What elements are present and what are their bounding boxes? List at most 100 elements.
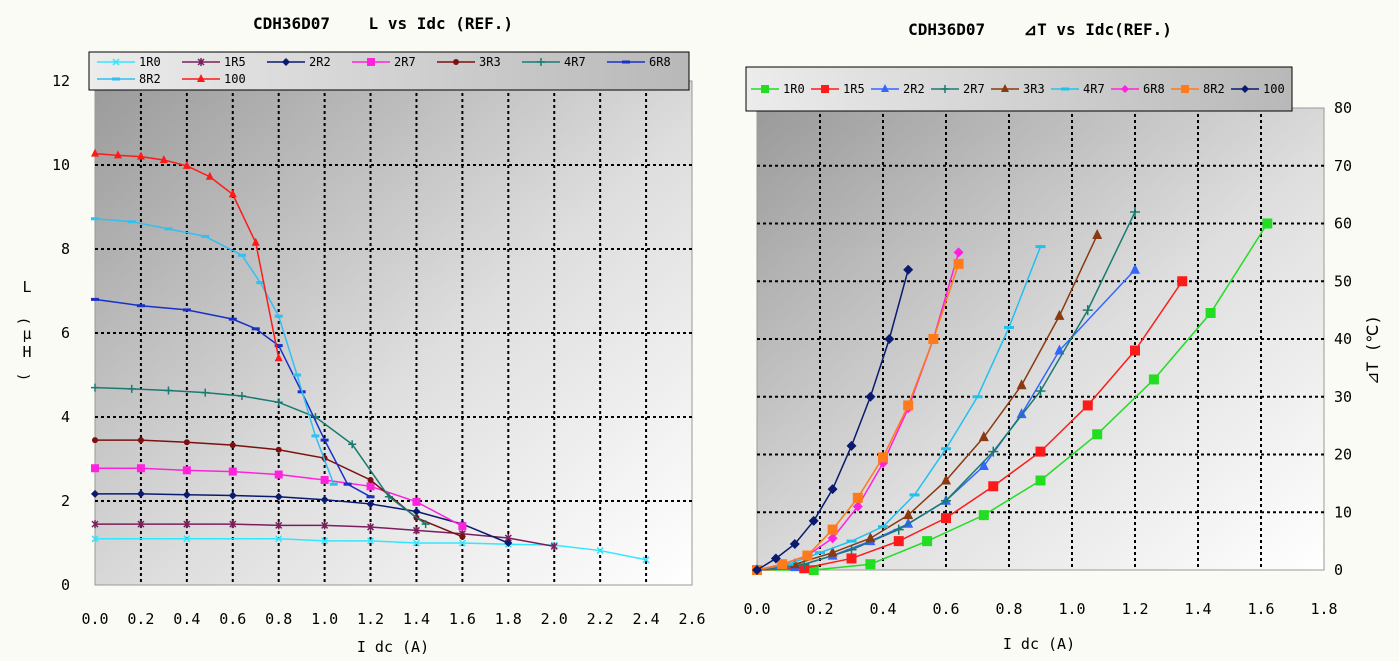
left-data-point-8R2 <box>91 217 99 221</box>
left-data-point-100 <box>251 237 260 246</box>
right-data-point-1R0 <box>865 559 876 570</box>
right-chart: 0.0 0.2 0.4 0.6 0.8 1.0 1.2 1.4 1.6 1.8 0 10 20 30 40 5… <box>743 66 1352 618</box>
right-data-point-2R2 <box>978 460 989 471</box>
left-data-point-8R2 <box>311 434 320 438</box>
left-legend-label-3R3: 3R3 <box>479 55 501 69</box>
right-data-point-4R7 <box>815 551 825 555</box>
left-data-point-1R5 <box>91 520 99 529</box>
right-x-tick-label: 0.6 <box>932 600 959 618</box>
left-legend-marker-2R7 <box>367 58 375 66</box>
left-data-point-4R7 <box>348 440 357 449</box>
right-data-point-1R5 <box>1035 446 1046 457</box>
right-series-line-1R5 <box>756 280 1183 571</box>
left-data-point-3R3 <box>367 477 374 483</box>
left-x-tick-label: 0.8 <box>265 610 292 628</box>
left-y-tick-label: 8 <box>61 240 70 258</box>
right-chart-title: CDH36D07 ⊿T vs Idc(REF.) <box>908 20 1172 39</box>
right-data-point-1R0 <box>1262 218 1273 229</box>
left-legend-label-2R7: 2R7 <box>394 55 416 69</box>
left-data-point-6R8 <box>228 317 237 321</box>
left-data-point-3R3 <box>459 533 466 540</box>
left-x-tick-label: 0.6 <box>219 610 246 628</box>
left-data-point-2R7 <box>320 476 329 484</box>
right-data-point-2R7 <box>893 524 904 535</box>
left-data-point-2R7 <box>366 482 375 491</box>
right-data-point-100 <box>827 484 838 495</box>
right-data-point-2R7 <box>846 544 857 555</box>
left-data-point-2R2 <box>228 491 237 500</box>
right-y-tick-label: 0 <box>1334 561 1343 579</box>
left-data-point-8R2 <box>329 482 338 486</box>
right-data-point-4R7 <box>783 562 794 566</box>
left-y-tick-label: 0 <box>61 576 70 594</box>
right-legend-label-3R3: 3R3 <box>1023 82 1045 96</box>
left-legend <box>88 51 690 91</box>
left-x-tick-label: 2.2 <box>587 610 614 628</box>
left-data-point-1R0 <box>91 535 99 543</box>
left-data-point-4R7 <box>164 386 173 395</box>
left-series-line-8R2 <box>94 218 335 485</box>
left-legend-marker-1R5 <box>197 58 205 66</box>
right-series-line-3R3 <box>756 234 1098 571</box>
left-legend-marker-8R2 <box>112 77 120 81</box>
left-data-point-2R7 <box>274 470 283 479</box>
left-x-tick-label: 0.4 <box>173 610 200 628</box>
right-data-point-3R3 <box>827 546 838 557</box>
left-data-point-3R3 <box>275 446 282 453</box>
right-data-point-3R3 <box>941 474 951 485</box>
left-data-point-3R3 <box>229 442 236 449</box>
left-x-axis-title: I dc (A) <box>357 638 429 656</box>
right-legend-label-8R2: 8R2 <box>1203 82 1225 96</box>
left-data-point-2R2 <box>504 539 513 547</box>
left-data-point-2R7 <box>182 466 191 475</box>
left-data-point-100 <box>274 353 283 362</box>
left-data-point-100 <box>91 148 99 157</box>
left-data-point-8R2 <box>293 373 302 377</box>
left-x-tick-label: 0.2 <box>127 610 154 628</box>
right-data-point-1R5 <box>988 481 999 492</box>
right-data-point-3R3 <box>1054 309 1065 320</box>
right-data-point-4R7 <box>1035 245 1046 249</box>
right-legend-marker-4R7 <box>1061 87 1069 91</box>
left-data-point-1R0 <box>642 556 650 564</box>
right-x-tick-label: 1.6 <box>1247 600 1274 618</box>
right-x-axis-title: I dc (A) <box>1003 635 1075 653</box>
right-data-point-2R7 <box>1082 305 1093 316</box>
left-data-point-6R8 <box>366 495 375 499</box>
right-data-point-2R2 <box>1054 344 1065 355</box>
left-data-point-4R7 <box>127 384 136 393</box>
left-data-point-4R7 <box>274 398 283 407</box>
right-data-point-100 <box>752 565 762 575</box>
right-data-point-2R7 <box>941 495 951 506</box>
left-data-point-6R8 <box>274 344 283 348</box>
right-data-point-4R7 <box>878 525 888 529</box>
left-data-point-1R5 <box>229 520 237 529</box>
right-data-point-1R5 <box>893 536 904 547</box>
left-x-tick-label: 2.6 <box>678 610 705 628</box>
left-data-point-1R0 <box>367 537 375 545</box>
left-y-axis-title-paren-close: ) <box>15 373 31 381</box>
right-data-point-1R5 <box>1130 345 1140 356</box>
left-x-tick-label: 2.0 <box>541 610 568 628</box>
right-legend-label-6R8: 6R8 <box>1143 82 1165 96</box>
right-data-point-4R7 <box>972 395 983 399</box>
left-x-tick-label: 1.6 <box>449 610 476 628</box>
left-y-tick-label: 2 <box>61 492 70 510</box>
left-legend-label-2R2: 2R2 <box>309 55 331 69</box>
right-y-tick-label: 30 <box>1334 388 1352 406</box>
left-data-point-3R3 <box>137 437 144 444</box>
left-data-point-100 <box>228 189 237 198</box>
left-data-point-4R7 <box>201 388 210 397</box>
right-data-point-6R8 <box>852 501 863 512</box>
left-data-point-2R7 <box>136 464 145 473</box>
right-y-tick-label: 40 <box>1334 330 1352 348</box>
left-data-point-1R0 <box>275 535 283 543</box>
left-legend-label-1R0: 1R0 <box>139 55 161 69</box>
right-legend-label-2R2: 2R2 <box>903 82 925 96</box>
left-series-line-6R8 <box>94 298 371 498</box>
right-legend-marker-1R5 <box>821 85 829 93</box>
left-data-point-2R2 <box>274 492 283 501</box>
left-data-point-4R7 <box>384 492 393 501</box>
left-data-point-100 <box>182 160 191 169</box>
